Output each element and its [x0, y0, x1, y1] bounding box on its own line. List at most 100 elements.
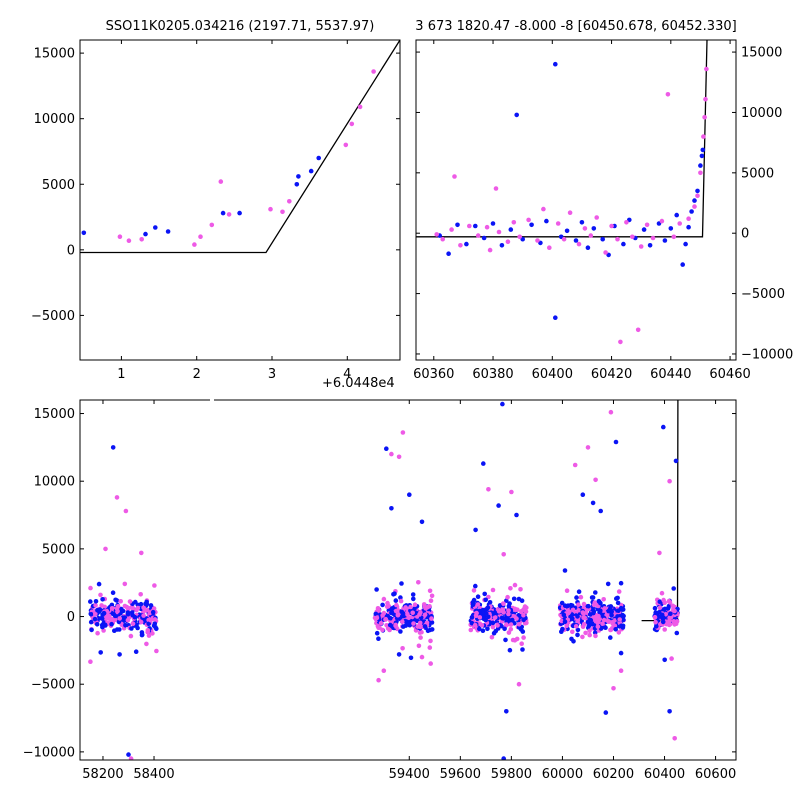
data-point-pink: [458, 243, 463, 248]
data-point-cloud: [603, 625, 608, 630]
data-point-cloud: [616, 630, 622, 635]
data-point-pink: [526, 217, 531, 223]
y-tick-label: −5000: [741, 287, 785, 302]
data-point-cloud: [398, 598, 404, 604]
data-point-pink: [226, 212, 232, 217]
data-point-cloud: [150, 609, 156, 615]
data-point-cloud: [507, 618, 512, 623]
data-point-cloud: [110, 590, 116, 595]
data-point-cloud: [562, 619, 568, 624]
data-point-pink: [698, 170, 703, 176]
data-point-cloud: [130, 621, 136, 626]
data-point-cloud: [417, 620, 423, 626]
data-point-cloud: [578, 594, 584, 600]
data-point-pink: [638, 244, 644, 249]
data-point-cloud: [95, 630, 100, 636]
data-point-cloud: [114, 627, 120, 632]
data-point-cloud: [587, 612, 593, 617]
data-point-cloud: [620, 614, 625, 620]
data-point-cloud: [492, 615, 498, 620]
data-point-cloud: [97, 609, 102, 614]
data-point-cloud: [89, 627, 94, 633]
data-point-cloud: [564, 588, 570, 593]
data-point-cloud: [660, 615, 666, 620]
data-point-cloud: [600, 621, 605, 626]
data-point-pink: [511, 220, 517, 225]
data-point-cloud: [490, 587, 496, 593]
data-point-cloud: [380, 602, 385, 608]
data-point-cloud: [88, 585, 93, 591]
data-point-cloud: [392, 591, 397, 596]
data-point-cloud: [585, 619, 591, 625]
data-point-cloud: [88, 659, 93, 664]
data-point-cloud: [128, 633, 134, 639]
data-point-cloud: [606, 619, 612, 625]
data-point-cloud: [101, 610, 107, 616]
data-point-blue: [544, 218, 549, 224]
data-point-blue: [598, 508, 603, 514]
x-offset-label: +6.0448e4: [322, 376, 395, 391]
y-tick-label: 10000: [34, 475, 75, 490]
data-point-cloud: [576, 602, 581, 607]
x-tick-label: 60380: [472, 367, 513, 382]
data-point-cloud: [524, 605, 529, 610]
data-point-cloud: [596, 619, 601, 625]
y-tick-label: 0: [67, 243, 75, 258]
data-point-cloud: [669, 656, 674, 661]
data-point-blue: [591, 226, 597, 231]
plot-area: [80, 40, 400, 254]
data-point-pink: [280, 209, 285, 215]
data-point-cloud: [653, 610, 658, 615]
data-point-blue: [692, 198, 697, 203]
data-point-pink: [541, 206, 546, 212]
data-point-cloud: [520, 647, 525, 652]
x-tick-label: 60600: [695, 767, 736, 782]
data-point-cloud: [374, 615, 380, 620]
data-point-cloud: [422, 624, 428, 629]
data-point-cloud: [144, 641, 149, 647]
data-point-blue: [573, 238, 579, 243]
data-point-cloud: [427, 645, 433, 650]
data-point-cloud: [598, 608, 603, 614]
data-point-cloud: [408, 655, 414, 661]
data-point-pink: [635, 327, 641, 333]
x-tick-label: 2: [193, 367, 201, 382]
data-point-blue: [481, 235, 487, 241]
data-point-blue: [700, 147, 706, 153]
data-point-cloud: [559, 600, 565, 606]
data-point-cloud: [615, 595, 620, 601]
data-point-pink: [218, 179, 224, 184]
data-point-blue: [686, 224, 691, 230]
data-point-cloud: [412, 602, 418, 607]
data-point-blue: [564, 228, 570, 234]
data-point-cloud: [504, 622, 509, 627]
data-point-cloud: [123, 623, 128, 628]
data-point-cloud: [501, 610, 507, 615]
y-tick-label: 5000: [741, 166, 774, 181]
data-point-cloud: [408, 604, 413, 610]
data-point-blue: [220, 210, 226, 216]
data-point-cloud: [428, 638, 433, 644]
data-point-cloud: [483, 617, 489, 623]
data-point-cloud: [609, 613, 614, 618]
data-point-cloud: [605, 612, 610, 618]
data-point-cloud: [491, 611, 497, 616]
data-point-blue: [153, 225, 158, 230]
data-point-cloud: [615, 600, 621, 606]
data-point-cloud: [569, 636, 574, 642]
data-point-cloud: [393, 598, 399, 603]
data-point-pink: [467, 223, 472, 229]
data-point-cloud: [595, 624, 601, 629]
data-point-cloud: [495, 623, 500, 628]
data-point-cloud: [576, 589, 582, 594]
data-point-cloud: [477, 626, 482, 632]
data-point-cloud: [519, 641, 524, 646]
data-point-cloud: [380, 613, 385, 618]
data-point-cloud: [385, 604, 390, 609]
data-point-cloud: [150, 631, 155, 636]
data-point-cloud: [129, 610, 135, 615]
data-point-cloud: [412, 606, 417, 612]
data-point-blue: [133, 649, 139, 654]
data-point-cloud: [141, 613, 146, 618]
